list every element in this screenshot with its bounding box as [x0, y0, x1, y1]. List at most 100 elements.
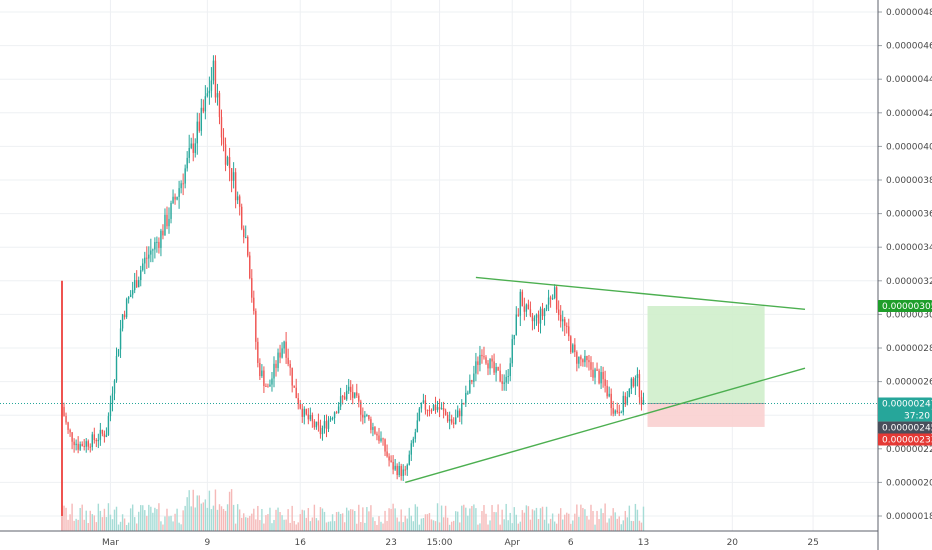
- candle-body: [240, 206, 243, 229]
- candle-body: [89, 446, 91, 448]
- volume-bar: [380, 521, 382, 531]
- candle-body: [452, 422, 455, 424]
- candle-body: [327, 419, 330, 429]
- volume-bar: [85, 510, 87, 531]
- candle-body: [243, 228, 245, 238]
- volume-bar: [131, 504, 134, 531]
- candle-body: [598, 370, 600, 384]
- candle-body: [438, 407, 441, 410]
- volume-bar: [557, 513, 560, 531]
- volume-bar: [208, 490, 211, 531]
- trendlines[interactable]: [0, 276, 878, 484]
- volume-bar: [469, 508, 471, 531]
- volume-bar: [604, 503, 606, 531]
- volume-bar: [378, 516, 380, 531]
- candle-body: [117, 349, 120, 356]
- candle-body: [543, 309, 546, 317]
- candle-body: [218, 93, 221, 118]
- candle-body: [580, 356, 582, 360]
- volume-bar: [362, 507, 364, 531]
- entry-price-tag-bg: [878, 421, 932, 434]
- volume-bar: [358, 504, 360, 531]
- volume-bar: [164, 516, 166, 531]
- volume-bar: [343, 522, 346, 531]
- volume-bar: [596, 510, 598, 531]
- volume-bar: [479, 523, 481, 531]
- trendline-lower[interactable]: [405, 367, 806, 484]
- volume-bar: [549, 518, 552, 531]
- volume-bar: [594, 524, 596, 531]
- candle-body: [115, 355, 118, 381]
- volume-bar: [317, 520, 320, 531]
- x-tick-label: 20: [727, 538, 739, 548]
- candle-body: [396, 465, 398, 476]
- volume-bar: [325, 522, 328, 531]
- profit-zone[interactable]: [647, 306, 765, 404]
- candle-body: [574, 344, 576, 353]
- candle-body: [190, 143, 192, 148]
- candle-body: [71, 432, 73, 442]
- volume-bar: [495, 512, 497, 531]
- volume-bar: [271, 523, 273, 531]
- volume-bar: [442, 517, 445, 531]
- candle-body: [63, 406, 65, 417]
- candle-body: [87, 441, 89, 447]
- x-tick-label: Mar: [102, 538, 119, 548]
- volume-bar: [493, 511, 495, 531]
- volume-bar: [216, 509, 219, 531]
- volume-bar: [578, 516, 580, 531]
- volume-bar: [97, 503, 100, 531]
- candle-body: [333, 412, 336, 419]
- volume-bar: [101, 517, 104, 531]
- price-axis[interactable]: 0.000001800.000002000.000002200.00000240…: [877, 0, 932, 550]
- candle-body: [440, 407, 443, 410]
- volume-bar: [483, 505, 485, 531]
- trendline-upper[interactable]: [475, 276, 806, 311]
- volume-bar: [333, 521, 336, 531]
- volume-bar: [67, 519, 69, 531]
- volume-bar: [83, 519, 85, 531]
- volume-bar: [117, 524, 120, 531]
- candle-body: [321, 428, 324, 435]
- volume-bar: [184, 505, 186, 531]
- volume-bar: [154, 507, 156, 531]
- last-price-tag-bg: [878, 397, 932, 410]
- candle-body: [301, 408, 303, 417]
- candle-body: [446, 414, 449, 422]
- candle-body: [224, 144, 227, 165]
- candle-body: [125, 299, 128, 318]
- volume-bar: [115, 506, 118, 531]
- volume-bar: [91, 514, 93, 531]
- candle-body: [93, 434, 96, 441]
- candle-body: [564, 319, 566, 326]
- candle-body: [604, 379, 606, 386]
- candle-body: [586, 355, 588, 361]
- candle-body: [501, 381, 503, 384]
- candle-body: [150, 250, 152, 255]
- candle-body: [99, 429, 102, 440]
- volume-bar: [277, 507, 279, 531]
- volume-bar: [249, 515, 251, 531]
- volume-bar: [564, 514, 566, 531]
- candle-body: [253, 297, 255, 311]
- volume-bar: [555, 523, 558, 531]
- candle-body: [384, 439, 386, 452]
- volume-bar: [275, 509, 277, 531]
- volume-bar: [406, 518, 408, 531]
- volume-bar: [93, 515, 96, 531]
- volume-bar: [206, 507, 209, 531]
- volume-bar: [240, 517, 243, 531]
- candle-body: [144, 257, 146, 264]
- loss-zone[interactable]: [647, 403, 765, 427]
- time-axis[interactable]: Mar 9 16 23 15:00 Apr 6 13 20 25: [0, 530, 878, 548]
- candle-body: [65, 416, 67, 423]
- candle-body: [319, 425, 322, 435]
- volume-bar: [592, 510, 594, 531]
- candle-body: [311, 414, 314, 422]
- volume-bar: [79, 507, 81, 531]
- volume-bar: [142, 505, 144, 531]
- candle-body: [608, 393, 610, 397]
- volume-bar: [144, 510, 146, 531]
